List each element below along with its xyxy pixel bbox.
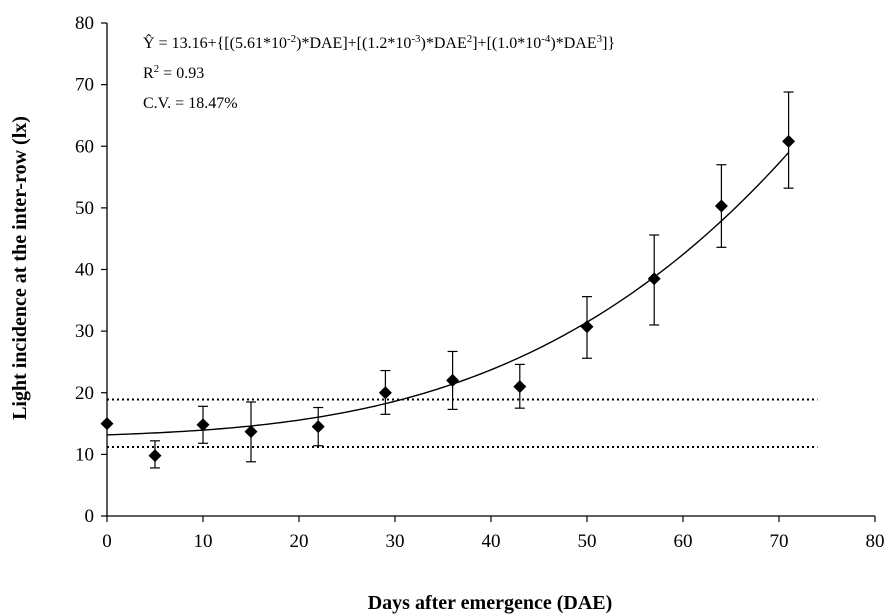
reference-lines [107,400,817,447]
x-tick-label: 30 [386,531,405,552]
data-point [513,380,526,393]
fit-curve-group [107,153,789,435]
x-tick-label: 0 [102,531,112,552]
x-tick-label: 10 [194,531,213,552]
x-tick-label: 80 [866,531,885,552]
data-point [149,449,162,462]
data-point [715,200,728,213]
y-tick-label: 30 [75,321,94,342]
y-tick-label: 60 [75,136,94,157]
y-tick-label: 20 [75,383,94,404]
cv-label: C.V. = 18.47% [143,95,238,112]
data-markers [101,92,796,468]
x-tick-label: 40 [482,531,501,552]
x-tick-label: 60 [674,531,693,552]
data-point [379,386,392,399]
y-tick-label: 80 [75,13,94,34]
fit-equation: Ŷ = 13.16+{[(5.61*10-2)*DAE]+[(1.2*10-3)… [143,33,615,52]
y-tick-label: 50 [75,198,94,219]
data-point [581,320,594,333]
y-axis-title: Light incidence at the inter-row (lx) [9,116,31,420]
x-axis-title: Days after emergence (DAE) [368,592,613,614]
axes: 0 10 20 30 40 50 60 70 80 0 10 20 30 40 50 60 70 80 [75,13,885,552]
y-tick-label: 10 [75,444,94,465]
x-tick-label: 50 [578,531,597,552]
data-point [312,420,325,433]
y-tick-label: 40 [75,260,94,281]
x-tick-label: 20 [290,531,309,552]
r-squared-label: R2 = 0.93 [143,63,204,82]
y-tick-label: 70 [75,75,94,96]
data-point [782,135,795,148]
x-tick-label: 70 [770,531,789,552]
fit-curve-line [107,153,789,435]
y-tick-label: 0 [85,506,95,527]
